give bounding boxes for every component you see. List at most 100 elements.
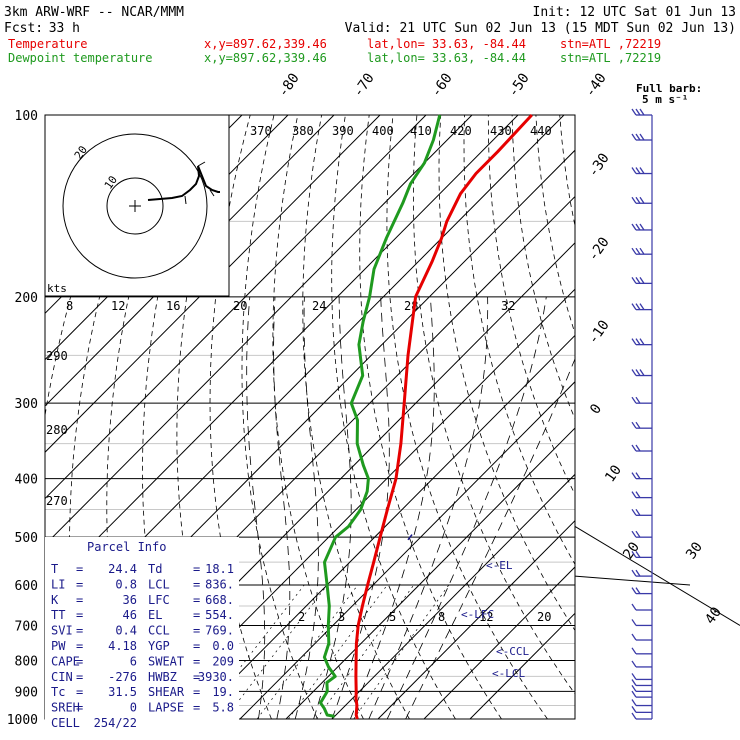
wind-barb-flag [639,133,645,141]
wind-barb [631,551,652,559]
legend-dewpoint-stn: stn=ATL ,72219 [560,51,661,65]
level-marker: <-EL [486,559,513,572]
wind-barb-flag [635,472,641,480]
parcel-value: 18.1 [205,562,234,576]
dry-adiabat [272,115,364,719]
parcel-value: 0.0 [212,639,234,653]
moist-adiabat [350,296,435,719]
wind-barb [631,369,652,377]
isotherm-label: 10 [602,462,625,485]
theta-label: 420 [450,124,472,138]
moist-adiabat [331,296,390,719]
wind-barb-flag [631,277,637,284]
wind-barb-flag [635,369,641,376]
parcel-label: LCL [148,577,170,591]
wind-barb-flag [635,396,641,404]
wind-barb-flag [639,108,645,116]
parcel-label: LI [51,577,65,591]
legend-dewpoint-name: Dewpoint temperature [8,51,153,65]
parcel-label: EL [148,608,162,622]
wind-barb [631,396,652,404]
wind-barb-flag [631,569,637,577]
pressure-label: 400 [15,473,38,488]
wind-barb-flag [635,277,641,284]
parcel-label: CAPE [51,654,80,668]
parcel-info-background [45,537,239,727]
isotherm-label: 40 [702,604,725,627]
parcel-label: CIN [51,670,73,684]
pressure-label: 200 [15,291,38,306]
valid-time: Valid: 21 UTC Sun 02 Jun 13 (15 MDT Sun … [345,21,736,36]
wind-barb [631,530,652,538]
wind-barbs [631,108,653,720]
init-time: Init: 12 UTC Sat 01 Jun 13 [533,5,737,20]
parcel-equals: = [76,608,83,622]
wind-barb-flag [631,133,637,141]
wind-barb-flag [631,633,637,641]
isotherm-line [239,381,575,719]
theta-label: 290 [46,349,68,363]
parcel-equals: = [193,670,200,684]
parcel-equals: = [193,624,200,638]
parcel-label: CELL [51,716,80,730]
wind-barb-flag [631,705,637,713]
wind-barb-flag [631,421,637,429]
moist-adiabat [405,357,575,719]
wind-barb-flag [631,603,637,611]
mixing-ratio-label: 8 [66,299,73,313]
wind-barb-flag [639,247,645,255]
level-marker: <-LCL [492,667,525,680]
wind-barb-flag [635,569,641,577]
hodograph-tick [209,189,215,197]
wind-barb [631,338,652,346]
dry-adiabat [241,115,318,719]
dry-adiabat [331,115,456,719]
mixing-ratio-label: 5 [389,610,396,624]
isotherm-line [45,115,519,592]
hodograph-tick [184,195,187,205]
barb-legend-line2: 5 m s⁻¹ [642,93,688,106]
wind-barb [631,685,652,693]
parcel-label: LFC [148,593,170,607]
parcel-label: K [51,593,59,607]
wind-barb-flag [631,619,637,626]
parcel-label: CCL [148,624,170,638]
mixing-ratio-label: 2 [298,610,305,624]
hodograph-ring-outer [62,133,208,279]
wind-barb-flag [631,712,637,720]
isotherm-line [147,288,575,719]
wind-barb-flag [635,338,641,346]
parcel-value: 0.4 [115,624,137,638]
mixing-ratio-label: 20 [537,610,551,624]
parcel-value: 4.18 [108,639,137,653]
moist-adiabat [273,296,291,719]
wind-barb-flag [631,530,637,538]
legend-temperature-xy: x,y=897.62,339.46 [204,37,327,51]
theta-label: 270 [46,494,68,508]
parcel-value: 24.4 [108,562,137,576]
wind-barb-flag [631,444,637,452]
parcel-label: SWEAT [148,654,184,668]
wind-barb-flag [631,647,637,655]
isotherm-line [45,115,473,546]
parcel-equals: = [76,654,83,668]
mixing-ratio-line [288,584,388,719]
wind-barb [631,673,652,681]
isotherm-line [331,473,575,719]
level-marker: <-LFC [461,608,494,621]
wind-barb-flag [635,108,641,116]
pressure-label: 600 [15,579,38,594]
wind-barb-flag [635,508,641,516]
wind-barb [631,660,652,668]
parcel-label: TT [51,608,65,622]
wind-barb [631,277,652,285]
mixing-ratio-label: 8 [438,610,445,624]
wind-barb [631,108,652,116]
wind-barb [631,619,652,627]
pressure-label: 100 [15,109,38,124]
pressure-label: 500 [15,531,38,546]
wind-barb-flag [631,167,637,174]
mixing-ratio-line [316,584,415,719]
wind-barb [631,223,652,231]
legend-temperature-stn: stn=ATL ,72219 [560,37,661,51]
